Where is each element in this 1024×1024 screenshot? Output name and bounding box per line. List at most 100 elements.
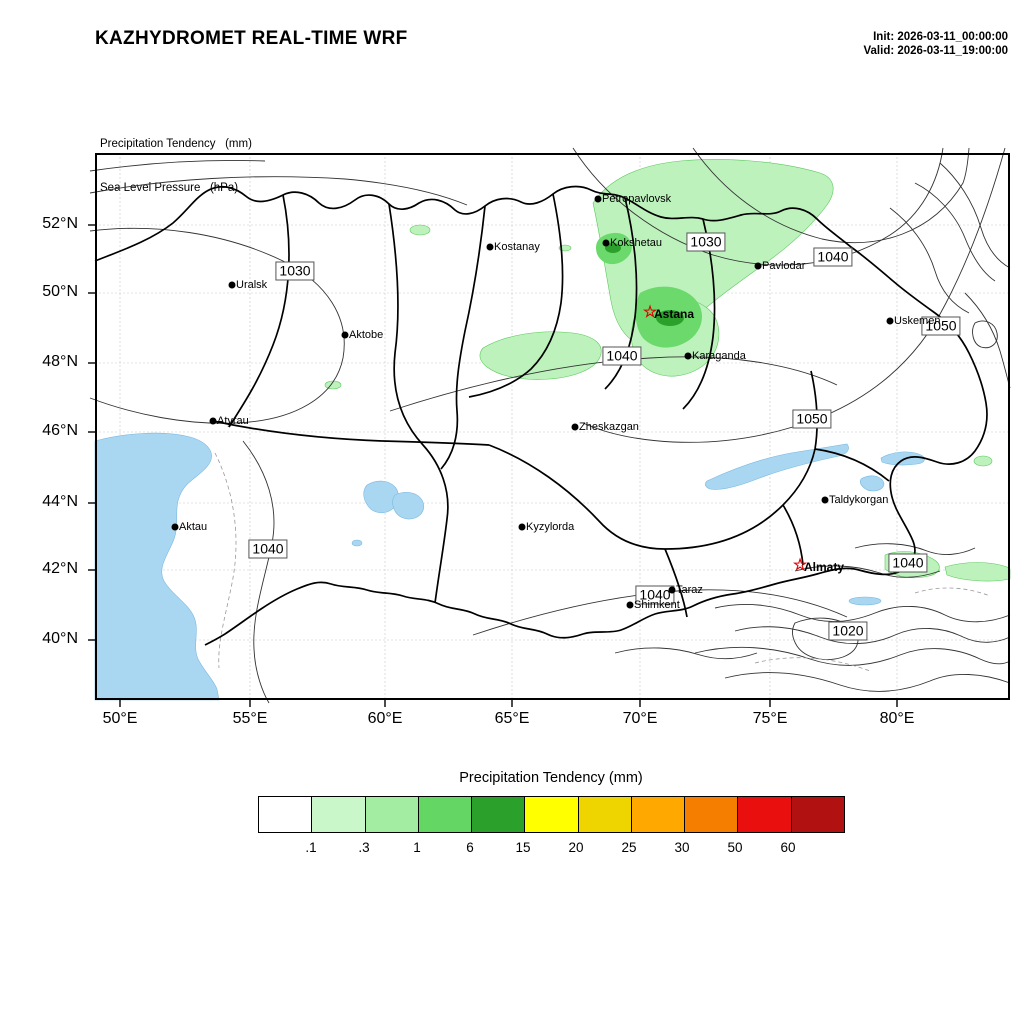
legend-color-box <box>258 796 313 833</box>
pressure-label: 1040 <box>635 585 675 605</box>
lon-tick-label: 70°E <box>622 710 658 727</box>
longitude-axis: 50°E 55°E 60°E 65°E 70°E 75°E 80°E <box>95 700 1010 730</box>
legend-value: 60 <box>780 840 796 855</box>
legend-color-bar <box>258 796 845 833</box>
lat-tick-label: 48°N <box>42 353 78 370</box>
legend-color-box <box>364 796 419 833</box>
pressure-label: 1030 <box>275 261 315 281</box>
region-borders <box>94 185 988 646</box>
legend-value: 30 <box>674 840 690 855</box>
city-dot-marker <box>821 496 829 504</box>
lon-tick-label: 55°E <box>232 710 268 727</box>
city-dot-marker <box>668 586 676 594</box>
legend-value: .3 <box>358 840 370 855</box>
city-label: Petropavlovsk <box>602 193 672 205</box>
lon-tick-label: 50°E <box>102 710 138 727</box>
legend-value: 1 <box>413 840 421 855</box>
lake-alakol <box>860 475 885 492</box>
legend-color-box <box>524 796 579 833</box>
run-times: Init: 2026-03-11_00:00:00 Valid: 2026-03… <box>864 30 1009 58</box>
legend-value: 15 <box>515 840 531 855</box>
pressure-label: 1040 <box>248 539 288 559</box>
lon-tick-label: 80°E <box>879 710 915 727</box>
map-frame <box>95 153 1010 700</box>
city-label: Aktau <box>179 521 208 533</box>
legend-color-box <box>417 796 473 833</box>
legend-color-box <box>737 796 792 833</box>
city-dot-marker <box>341 331 349 339</box>
water-bodies <box>94 432 925 701</box>
city-dot-marker <box>228 281 236 289</box>
city-label: Aktobe <box>349 329 384 341</box>
legend-value: 6 <box>466 840 474 855</box>
city-label: Kokshetau <box>610 237 662 249</box>
small-lake <box>351 539 363 547</box>
city-dot-marker <box>486 243 494 251</box>
city-label: Uralsk <box>236 279 268 291</box>
city-label: Almaty <box>804 560 845 574</box>
legend-values: .1 .3 1 6 15 20 25 30 50 60 <box>258 840 844 858</box>
city-dot-marker <box>209 417 217 425</box>
lake-issyk-kul <box>848 596 882 606</box>
legend-color-box <box>684 796 739 833</box>
legend-value: 25 <box>621 840 637 855</box>
legend-color-box <box>630 796 686 833</box>
lat-tick-label: 40°N <box>42 630 78 647</box>
lat-tick-label: 46°N <box>42 422 78 439</box>
lon-tick-label: 65°E <box>494 710 530 727</box>
legend-color-box <box>311 796 366 833</box>
city-star-marker: ☆ <box>642 304 658 322</box>
latitude-axis: 52°N 50°N 48°N 46°N 44°N 42°N 40°N <box>0 153 86 700</box>
city-dot-marker <box>886 317 894 325</box>
pressure-label: 1050 <box>921 316 961 336</box>
pressure-label: 1030 <box>686 232 726 252</box>
pressure-label: 1040 <box>602 346 642 366</box>
city-label: Taldykorgan <box>829 494 889 506</box>
city-label: Atyrau <box>217 415 249 427</box>
city-label: Astana <box>654 307 695 321</box>
lat-tick-label: 50°N <box>42 283 78 300</box>
city-label: Zheskazgan <box>579 421 639 433</box>
legend-value: 50 <box>727 840 743 855</box>
city-label: Shimkent <box>634 599 680 611</box>
city-label: Taraz <box>676 584 703 596</box>
precipitation-dark <box>605 243 684 326</box>
init-time: Init: 2026-03-11_00:00:00 <box>873 31 1008 43</box>
city-star-marker: ☆ <box>792 557 808 575</box>
pressure-label: 1040 <box>888 553 928 573</box>
legend-color-box <box>790 796 845 833</box>
page-title: KAZHYDROMET REAL-TIME WRF <box>95 28 408 49</box>
city-label: Uskemen <box>894 315 941 327</box>
lat-tick-label: 52°N <box>42 215 78 232</box>
legend-title: Precipitation Tendency (mm) <box>459 770 643 786</box>
lat-tick-label: 42°N <box>42 560 78 577</box>
city-dot-marker <box>602 239 610 247</box>
pressure-label: 1050 <box>792 409 832 429</box>
city-dot-marker <box>171 523 179 531</box>
lake-zaysan <box>880 451 925 466</box>
city-label: Kostanay <box>494 241 540 253</box>
legend-color-box <box>471 796 526 833</box>
city-dot-marker <box>754 262 762 270</box>
lat-tick-label: 44°N <box>42 493 78 510</box>
aral-sea-east <box>392 491 425 520</box>
city-label: Pavlodar <box>762 260 806 272</box>
legend-color-box <box>577 796 632 833</box>
legend-value: .1 <box>305 840 317 855</box>
city-label: Kyzylorda <box>526 521 575 533</box>
city-label: Karaganda <box>692 350 746 362</box>
aral-sea <box>363 480 399 514</box>
pressure-label: 1020 <box>828 621 868 641</box>
city-dot-marker <box>571 423 579 431</box>
lon-tick-label: 75°E <box>752 710 788 727</box>
city-dot-marker <box>518 523 526 531</box>
caspian-sea <box>94 432 220 701</box>
pressure-label: 1040 <box>813 247 853 267</box>
city-dot-marker <box>626 601 634 609</box>
map-area: 1030 1030 1040 1050 1040 1050 1040 1040 1040 1020… <box>88 147 1011 707</box>
field-label-precip: Precipitation Tendency (mm) <box>100 138 252 150</box>
city-dot-marker <box>684 352 692 360</box>
lon-tick-label: 60°E <box>367 710 403 727</box>
city-dot-marker <box>594 195 602 203</box>
